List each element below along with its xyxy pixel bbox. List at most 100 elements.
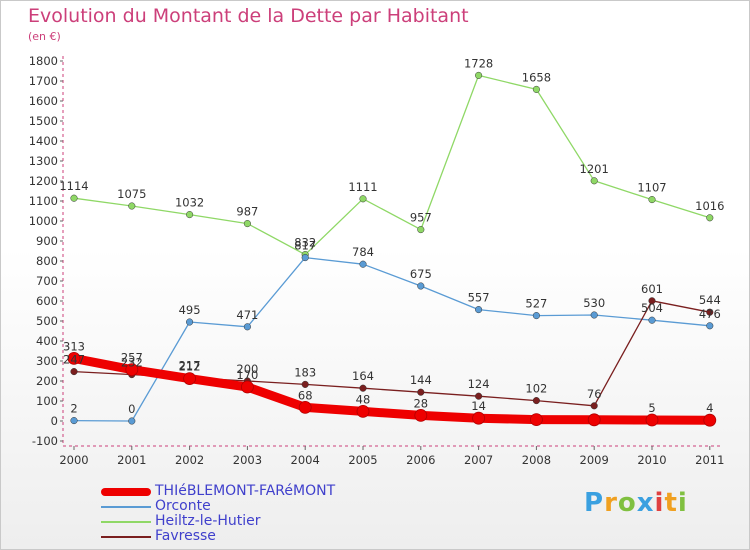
series-point-0 xyxy=(472,411,486,425)
y-tick-label: 200 xyxy=(36,374,58,388)
data-label-3: 102 xyxy=(525,382,547,396)
data-label-2: 1016 xyxy=(695,199,724,213)
data-label-1: 675 xyxy=(410,267,432,281)
y-tick-label: -100 xyxy=(32,434,58,448)
series-point-1 xyxy=(532,312,540,320)
data-label-2: 1201 xyxy=(580,162,609,176)
x-tick-label: 2004 xyxy=(291,453,320,467)
data-label-2: 1114 xyxy=(59,179,88,193)
logo-letter-6: t xyxy=(664,488,678,518)
data-label-0: 5 xyxy=(648,401,655,415)
chart-unit: (en €) xyxy=(28,30,61,43)
series-point-3 xyxy=(70,368,78,376)
data-label-2: 987 xyxy=(236,205,258,219)
x-tick-label: 2011 xyxy=(695,453,724,467)
series-point-2 xyxy=(243,220,251,228)
series-point-0 xyxy=(125,363,139,377)
series-point-3 xyxy=(359,384,367,392)
data-label-0: 48 xyxy=(356,392,371,406)
data-label-1: 504 xyxy=(641,301,663,315)
data-label-3: 217 xyxy=(179,359,201,373)
y-tick-label: 1600 xyxy=(29,94,58,108)
series-point-0 xyxy=(356,404,370,418)
data-label-3: 200 xyxy=(236,362,258,376)
series-point-2 xyxy=(706,214,714,222)
series-point-0 xyxy=(645,413,659,427)
data-label-3: 144 xyxy=(410,373,432,387)
x-tick-label: 2007 xyxy=(464,453,493,467)
data-label-0: 170 xyxy=(236,368,258,382)
data-label-2: 1032 xyxy=(175,196,204,210)
series-line-0 xyxy=(69,353,715,425)
series-point-1 xyxy=(243,323,251,331)
x-tick-label: 2005 xyxy=(348,453,377,467)
series-point-3 xyxy=(475,392,483,400)
series-point-2 xyxy=(532,85,540,93)
x-tick-label: 2010 xyxy=(637,453,666,467)
series-point-3 xyxy=(648,297,656,305)
legend-swatch-favresse xyxy=(101,536,151,538)
series-point-3 xyxy=(590,402,598,410)
data-label-1: 471 xyxy=(236,308,258,322)
series-point-1 xyxy=(359,260,367,268)
logo-letter-7: i xyxy=(677,488,688,518)
data-label-2: 1658 xyxy=(522,70,551,84)
y-tick-label: 1100 xyxy=(29,194,58,208)
data-label-3: 76 xyxy=(587,387,602,401)
series-point-3 xyxy=(706,308,714,316)
legend-label-orconte: Orconte xyxy=(155,498,211,514)
data-label-3: 247 xyxy=(63,353,85,367)
x-tick-label: 2009 xyxy=(580,453,609,467)
y-tick-label: 1300 xyxy=(29,154,58,168)
y-tick-label: 800 xyxy=(36,254,58,268)
line-chart: -100 0 100 200 300 400 500 600 700 800 900 1000 1100… xyxy=(29,54,725,467)
data-label-2: 832 xyxy=(294,236,316,250)
series-point-2 xyxy=(359,195,367,203)
series-point-0 xyxy=(414,408,428,422)
logo-letter-4: x xyxy=(636,488,655,518)
data-label-0: 4 xyxy=(706,401,713,415)
legend-label-favresse: Favresse xyxy=(155,528,216,544)
y-tick-label: 100 xyxy=(36,394,58,408)
y-tick-label: 900 xyxy=(36,234,58,248)
data-label-3: 183 xyxy=(294,365,316,379)
series-point-2 xyxy=(590,177,598,185)
legend-swatch-thieblemont xyxy=(101,488,151,496)
data-label-0: 313 xyxy=(63,339,85,353)
data-label-0: 28 xyxy=(413,396,428,410)
series-point-1 xyxy=(648,316,656,324)
data-label-1: 784 xyxy=(352,245,374,259)
series-point-1 xyxy=(301,254,309,262)
x-tick-label: 2001 xyxy=(117,453,146,467)
series-point-0 xyxy=(530,413,543,427)
series-point-0 xyxy=(587,413,601,427)
series-point-1 xyxy=(417,282,425,290)
y-tick-label: 700 xyxy=(36,274,58,288)
series-line-1 xyxy=(73,256,711,422)
data-label-0: 68 xyxy=(298,388,313,402)
y-tick-label: 400 xyxy=(36,334,58,348)
series-point-0 xyxy=(183,372,197,386)
x-tick-label: 2008 xyxy=(522,453,551,467)
data-label-1: 0 xyxy=(128,402,135,416)
data-label-1: 527 xyxy=(525,297,547,311)
x-tick-label: 2006 xyxy=(406,453,435,467)
series-point-1 xyxy=(186,318,194,326)
y-tick-label: 1800 xyxy=(29,54,58,68)
data-label-0: 14 xyxy=(471,399,486,413)
y-tick-label: 1700 xyxy=(29,74,58,88)
series-point-3 xyxy=(532,397,540,405)
y-tick-label: 1000 xyxy=(29,214,58,228)
y-tick-label: 1500 xyxy=(29,114,58,128)
y-tick-label: 500 xyxy=(36,314,58,328)
series-point-0 xyxy=(67,351,81,365)
data-label-2: 957 xyxy=(410,211,432,225)
data-label-2: 1075 xyxy=(117,187,146,201)
series-point-2 xyxy=(417,226,425,234)
series-point-0 xyxy=(240,380,254,394)
y-tick-label: 1200 xyxy=(29,174,58,188)
series-point-1 xyxy=(70,417,78,425)
data-label-3: 601 xyxy=(641,282,663,296)
data-label-3: 164 xyxy=(352,369,374,383)
